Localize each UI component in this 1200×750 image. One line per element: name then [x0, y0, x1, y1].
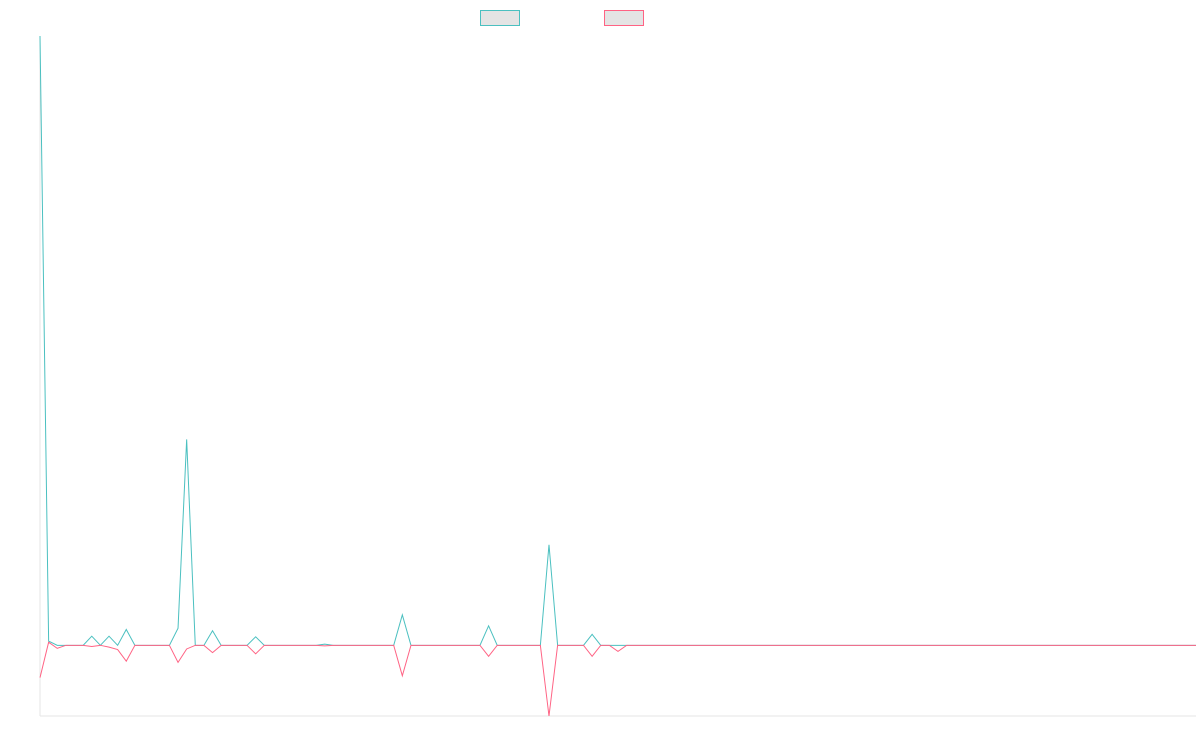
series-layer	[39, 35, 1196, 717]
legend-swatch-series-2[interactable]	[604, 10, 644, 26]
series-line-1	[39, 35, 1196, 647]
series-line-2	[39, 641, 1196, 717]
legend-swatch-series-1[interactable]	[480, 10, 520, 26]
